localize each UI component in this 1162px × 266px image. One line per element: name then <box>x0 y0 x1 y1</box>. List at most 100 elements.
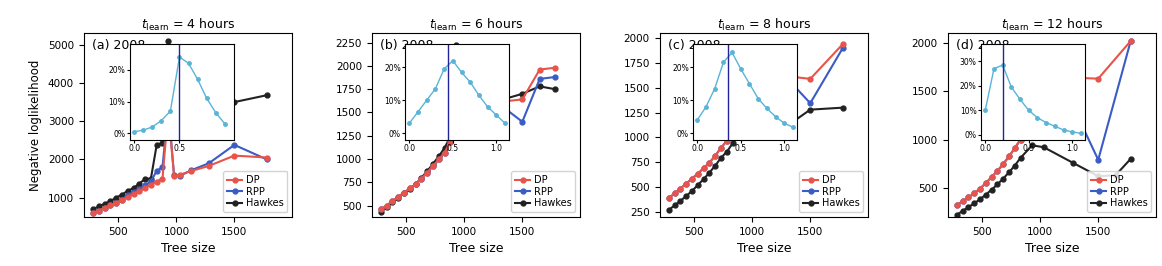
DP <box>1037 80 1050 83</box>
Hawkes <box>386 201 400 204</box>
Hawkes <box>996 177 1010 180</box>
RPP <box>450 126 464 129</box>
DP <box>674 187 688 190</box>
Hawkes <box>748 126 762 129</box>
DP <box>719 139 733 143</box>
RPP <box>1124 39 1138 43</box>
DP <box>984 176 998 179</box>
RPP <box>86 211 100 214</box>
RPP <box>121 193 135 196</box>
DP <box>680 182 694 185</box>
Text: (c) 2008: (c) 2008 <box>668 39 720 52</box>
RPP <box>138 184 152 187</box>
DP <box>516 98 530 101</box>
RPP <box>1007 147 1021 150</box>
RPP <box>1019 126 1033 130</box>
Hawkes <box>162 39 175 43</box>
Hawkes <box>409 182 423 186</box>
Y-axis label: Negative loglikelihood: Negative loglikelihood <box>29 59 42 191</box>
Hawkes <box>680 194 694 198</box>
RPP <box>697 167 711 170</box>
RPP <box>397 191 411 194</box>
RPP <box>392 195 406 198</box>
DP <box>668 192 682 195</box>
Hawkes <box>967 202 981 205</box>
DP <box>92 209 106 212</box>
DP <box>709 154 723 157</box>
Hawkes <box>1037 146 1050 149</box>
RPP <box>990 169 1004 172</box>
RPP <box>961 196 975 199</box>
Hawkes <box>1124 157 1138 160</box>
RPP <box>1037 91 1050 94</box>
Hawkes <box>185 120 199 123</box>
Line: RPP: RPP <box>667 46 845 200</box>
Hawkes <box>415 176 429 179</box>
DP <box>438 151 452 154</box>
RPP <box>432 158 446 161</box>
RPP <box>686 177 700 180</box>
DP <box>228 154 242 157</box>
DP <box>86 211 100 214</box>
RPP <box>92 209 106 212</box>
Title: $t_{\mathrm{learn}}$ = 6 hours: $t_{\mathrm{learn}}$ = 6 hours <box>429 17 523 33</box>
RPP <box>109 201 123 204</box>
DP <box>144 183 158 186</box>
DP <box>115 198 129 202</box>
DP <box>990 169 1004 172</box>
RPP <box>98 206 112 210</box>
Hawkes <box>260 94 274 97</box>
Hawkes <box>686 189 700 193</box>
Hawkes <box>397 192 411 195</box>
DP <box>150 180 164 183</box>
Hawkes <box>156 142 170 145</box>
Hawkes <box>144 177 158 180</box>
Hawkes <box>98 202 112 205</box>
Hawkes <box>138 177 152 181</box>
DP <box>686 177 700 180</box>
Hawkes <box>1007 164 1021 167</box>
Hawkes <box>737 124 751 127</box>
Legend: DP, RPP, Hawkes: DP, RPP, Hawkes <box>223 171 287 212</box>
RPP <box>456 117 469 120</box>
Hawkes <box>473 113 487 116</box>
RPP <box>132 188 146 191</box>
DP <box>967 192 981 195</box>
Hawkes <box>426 162 440 165</box>
RPP <box>461 114 475 117</box>
X-axis label: Tree size: Tree size <box>1025 242 1079 255</box>
Hawkes <box>955 209 969 213</box>
Hawkes <box>978 193 992 196</box>
Hawkes <box>438 146 452 149</box>
RPP <box>748 84 762 88</box>
RPP <box>185 169 199 172</box>
RPP <box>386 199 400 202</box>
RPP <box>409 182 423 186</box>
DP <box>1091 77 1105 80</box>
Line: RPP: RPP <box>954 39 1133 208</box>
DP <box>415 177 429 180</box>
DP <box>132 190 146 193</box>
DP <box>374 208 388 211</box>
DP <box>803 77 817 81</box>
Hawkes <box>86 207 100 211</box>
RPP <box>426 164 440 168</box>
DP <box>98 206 112 210</box>
DP <box>260 156 274 159</box>
Line: Hawkes: Hawkes <box>954 143 1133 217</box>
RPP <box>162 106 175 109</box>
Hawkes <box>115 193 129 196</box>
RPP <box>144 180 158 183</box>
RPP <box>202 162 216 165</box>
DP <box>461 114 475 117</box>
RPP <box>719 139 733 143</box>
RPP <box>1091 158 1105 161</box>
RPP <box>228 143 242 147</box>
X-axis label: Tree size: Tree size <box>160 242 215 255</box>
Hawkes <box>103 200 117 203</box>
RPP <box>173 174 187 177</box>
Hawkes <box>961 206 975 209</box>
Legend: DP, RPP, Hawkes: DP, RPP, Hawkes <box>799 171 863 212</box>
Hawkes <box>490 100 504 103</box>
RPP <box>835 47 849 50</box>
